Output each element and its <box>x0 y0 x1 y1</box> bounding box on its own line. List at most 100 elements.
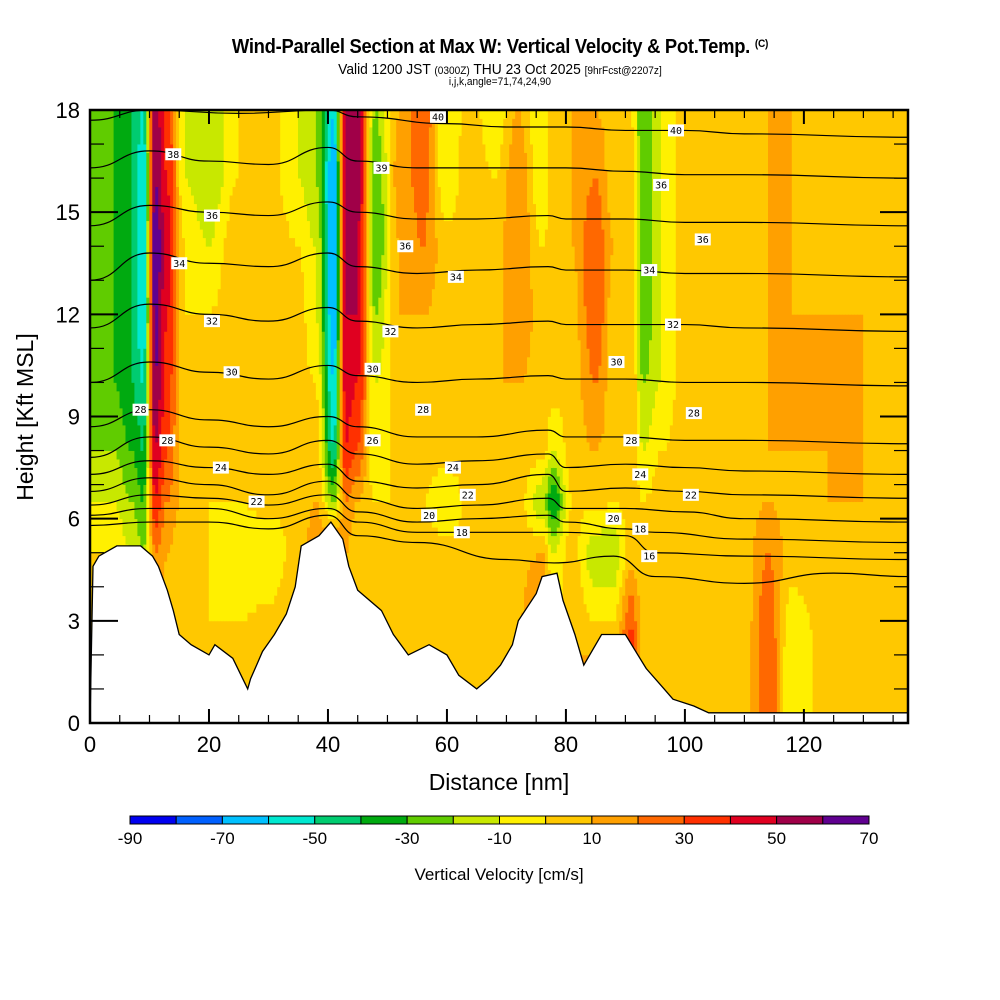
w-cell <box>506 382 510 723</box>
contour-label-text: 36 <box>206 211 218 222</box>
w-cell <box>669 424 674 723</box>
w-cell <box>164 110 168 170</box>
colorbar-swatch <box>406 815 454 825</box>
w-cell <box>295 246 299 656</box>
contour-label-bg <box>421 509 438 522</box>
w-cell <box>538 110 543 247</box>
w-cell <box>634 578 638 622</box>
w-cell <box>122 110 127 426</box>
w-cell <box>538 552 543 588</box>
w-cell <box>146 467 150 605</box>
w-cell <box>262 518 266 605</box>
w-cell <box>125 441 130 494</box>
w-cell <box>274 518 278 596</box>
w-cell <box>422 246 427 315</box>
w-cell <box>170 373 174 486</box>
w-cell <box>199 314 204 723</box>
w-cell <box>303 322 308 545</box>
contour-label: 22 <box>682 488 699 501</box>
contour-label-text: 38 <box>167 150 179 161</box>
vertical-velocity-field <box>90 110 908 723</box>
w-cell <box>155 441 159 494</box>
w-cell <box>164 169 168 332</box>
w-cell <box>586 509 591 545</box>
w-cell <box>274 595 278 656</box>
w-cell <box>458 110 463 136</box>
w-cell <box>592 620 597 656</box>
w-cell <box>241 501 246 622</box>
contour-label: 30 <box>364 362 381 375</box>
w-cell <box>544 467 549 494</box>
w-cell <box>675 110 680 723</box>
w-cell <box>637 484 641 596</box>
w-cell <box>541 535 546 554</box>
w-cell <box>541 246 546 460</box>
w-cell <box>628 110 632 571</box>
w-cell <box>232 501 237 622</box>
w-cell <box>140 450 144 503</box>
w-cell <box>815 110 820 315</box>
w-cell <box>220 186 225 264</box>
w-cell <box>848 314 852 503</box>
contour-label-text: 16 <box>643 552 655 563</box>
w-cell <box>309 237 314 375</box>
w-cell <box>562 441 567 486</box>
w-cell <box>556 110 561 409</box>
w-cell <box>173 110 177 153</box>
w-cell <box>765 552 769 723</box>
w-cell <box>321 467 326 503</box>
contour-label-bg <box>382 325 399 338</box>
y-tick-label: 12 <box>56 302 80 327</box>
w-cell <box>321 501 326 528</box>
w-cell <box>806 450 811 613</box>
contour-label-text: 28 <box>135 405 147 416</box>
w-cell <box>530 288 534 332</box>
w-cell <box>324 110 329 162</box>
w-cell <box>360 399 365 460</box>
w-cell <box>607 526 611 588</box>
w-cell <box>646 110 650 375</box>
w-cell <box>336 458 341 494</box>
w-cell <box>345 441 350 477</box>
w-cell <box>580 518 585 588</box>
contour-label-bg <box>203 209 220 222</box>
w-cell <box>146 152 150 222</box>
w-cell <box>556 492 561 511</box>
w-cell <box>797 450 802 596</box>
w-cell <box>348 492 353 537</box>
w-cell <box>199 110 204 230</box>
w-cell <box>812 450 817 723</box>
w-cell <box>586 612 591 656</box>
w-cell <box>286 110 290 222</box>
w-cell <box>726 110 730 723</box>
w-cell <box>818 314 823 451</box>
w-cell <box>137 348 141 426</box>
colorbar-tick-label: -10 <box>487 829 512 848</box>
w-cell <box>452 110 457 213</box>
w-cell <box>607 211 611 298</box>
contour-label-bg <box>212 461 229 474</box>
w-cell <box>586 110 591 196</box>
w-cell <box>330 467 335 486</box>
w-cell <box>586 569 591 613</box>
w-cell <box>190 314 195 723</box>
w-cell <box>283 561 287 656</box>
w-cell <box>202 314 207 723</box>
contour-label-bg <box>444 461 461 474</box>
x-tick-label: 40 <box>316 732 340 757</box>
w-cell <box>143 110 147 145</box>
contour-label: 28 <box>623 434 640 447</box>
w-cell <box>306 110 311 222</box>
w-cell <box>836 501 840 723</box>
w-cell <box>289 110 293 239</box>
w-cell <box>384 152 388 290</box>
theta-contour-22 <box>90 477 908 523</box>
w-cell <box>785 450 790 605</box>
w-cell <box>583 110 588 222</box>
w-cell <box>878 110 882 723</box>
theta-contour-30 <box>90 361 908 387</box>
w-cell <box>101 501 106 554</box>
contour-label: 28 <box>159 434 176 447</box>
w-cell <box>119 467 124 520</box>
w-cell <box>521 110 525 128</box>
